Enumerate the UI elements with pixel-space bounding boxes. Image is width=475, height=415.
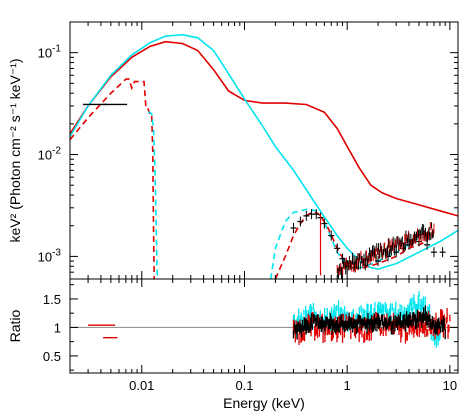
x-tick-label: 1	[344, 378, 351, 393]
spectrum-plot-area	[70, 33, 458, 279]
y-tick-label: 10-2	[38, 146, 62, 163]
x-tick-label: 0.1	[235, 378, 253, 393]
series-red-dashed-5	[274, 211, 428, 279]
x-tick-labels: 0.01 0.1 1 10	[129, 378, 457, 393]
x-tick-label: 10	[443, 378, 457, 393]
x-ticks-labeled	[69, 279, 451, 373]
ratio-plot-area	[70, 290, 458, 348]
series-cyan-solid-1	[70, 33, 458, 270]
y-tick-label: 10-1	[38, 44, 62, 61]
ratio-y-axis-title: Ratio	[7, 309, 23, 342]
x-tick-label: 0.01	[129, 378, 154, 393]
ratio-y-tick-label: 1	[54, 320, 61, 335]
ratio-y-ticks: 0.5 1 1.5	[43, 284, 458, 371]
series-red-dashed-2	[70, 78, 155, 279]
x-ticks	[69, 22, 451, 279]
ratio-y-tick-label: 0.5	[43, 349, 61, 364]
y-tick-label: 10-3	[38, 247, 62, 264]
series-cyan-dashed-3	[148, 111, 159, 279]
spectrum-y-axis-title: keV² (Photon cm⁻² s⁻¹ keV⁻¹)	[7, 59, 23, 243]
x-axis-title: Energy (keV)	[223, 395, 305, 411]
spectrum-y-ticks: 10-1 10-2 10-3	[38, 21, 458, 280]
ratio-frame	[69, 278, 459, 374]
series-red-solid-0	[70, 40, 458, 217]
ratio-y-tick-label: 1.5	[43, 292, 61, 307]
